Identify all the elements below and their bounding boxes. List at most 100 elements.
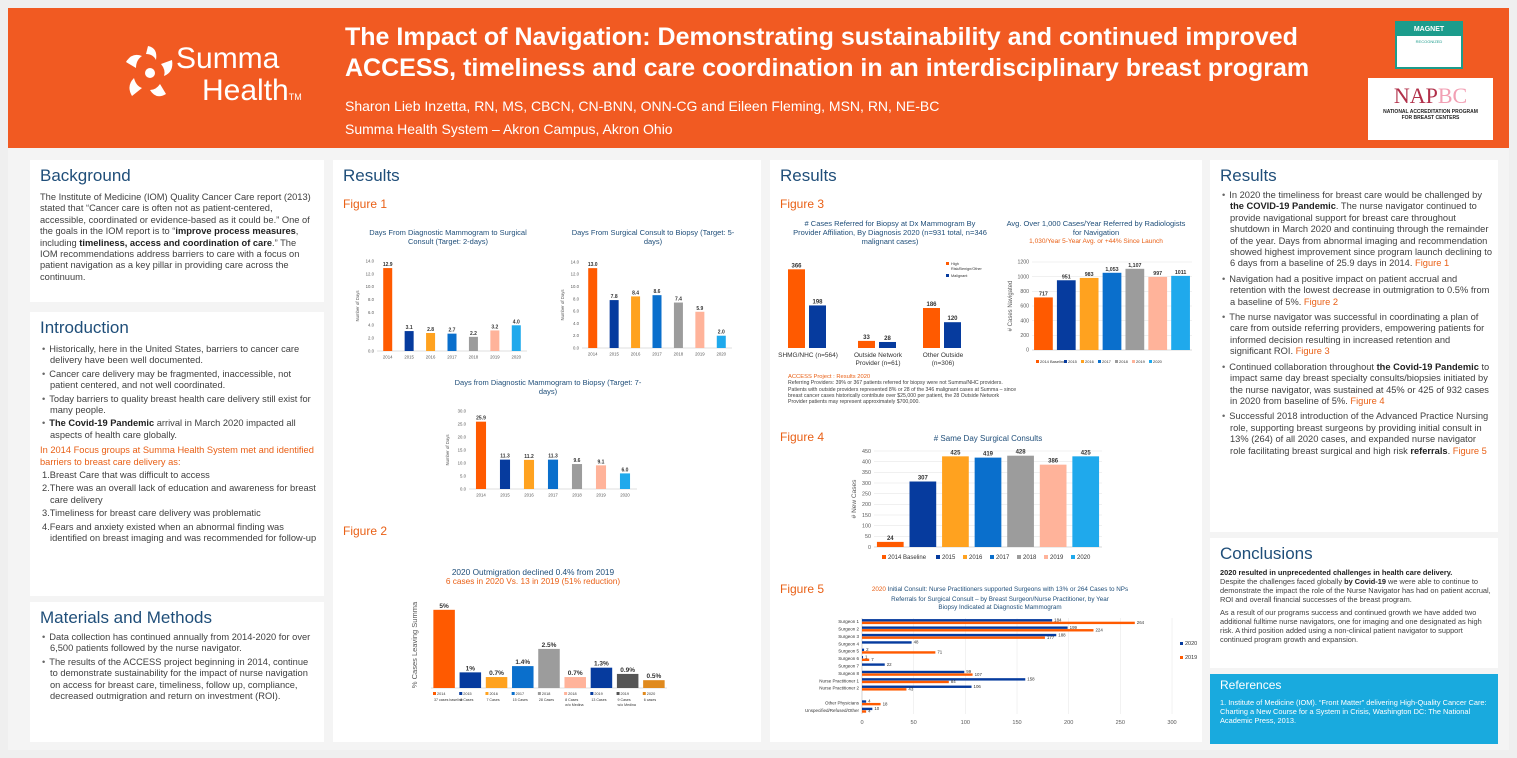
bar: [1148, 276, 1168, 350]
data-label: 7.8: [611, 294, 618, 300]
data-label: 199: [1070, 625, 1078, 630]
legend-label: 2014: [437, 692, 445, 696]
y-tick-label: 0: [1026, 348, 1029, 354]
data-label: 25.9: [476, 416, 486, 422]
x-tick-label: 2019: [490, 354, 500, 359]
bullet-text: Successful 2018 introduction of the Adva…: [1229, 411, 1489, 456]
data-label: 6.0: [622, 467, 629, 473]
data-label: 983: [1085, 272, 1094, 278]
y-tick-label: Surgeon 5: [838, 649, 859, 654]
conclusions-heading: Conclusions: [1220, 544, 1313, 563]
legend-swatch: [1180, 656, 1183, 659]
barrier-item: 3.Timeliness for breast care delivery wa…: [42, 508, 261, 519]
legend-swatch: [590, 692, 594, 695]
conclusions-p2: As a result of our programs success and …: [1220, 608, 1482, 644]
data-label: 24: [887, 536, 894, 542]
y-tick-label: 300: [862, 481, 871, 487]
figure-ref: Figure 1: [1415, 258, 1450, 269]
bar: [1072, 456, 1100, 547]
fig1b-title: Days From Surgical Consult to Biopsy (Ta…: [571, 228, 735, 246]
legend-label: 2018: [568, 692, 576, 696]
y-tick-label: 20.0: [458, 434, 467, 439]
data-label: 107: [975, 672, 983, 677]
y-tick-label: 1200: [1017, 260, 1029, 266]
legend-label: Malignant: [951, 274, 968, 278]
x-tick-label: 2014: [588, 351, 598, 356]
data-label: 4.0: [513, 319, 520, 325]
data-label: 425: [950, 450, 961, 456]
legend-swatch: [1017, 555, 1021, 559]
fig2-title-text: 2020 Outmigration declined 0.4% from 201…: [451, 567, 615, 577]
y-tick-label: Surgeon 2: [838, 627, 859, 632]
data-label: 0.5%: [646, 673, 661, 680]
legend-swatch: [1098, 360, 1101, 363]
y-axis-label: # New Cases: [851, 479, 858, 518]
data-label: 4: [868, 709, 871, 714]
bar: [619, 473, 631, 489]
data-label: 99: [966, 669, 971, 674]
fig1b-chart: 0.0 2.0 4.0 6.0 8.0 10.0 12.0 14.0 Number of Day…: [560, 259, 732, 356]
legend-label: 2019: [621, 692, 629, 696]
y-tick-label: 800: [1020, 289, 1029, 295]
data-label: 33: [863, 335, 870, 341]
data-label: 8.6: [654, 289, 661, 295]
bar: [809, 305, 826, 348]
bar: [942, 456, 969, 547]
logo-wordmark: Summa HealthTM: [176, 43, 302, 113]
reference-1: 1. Institute of Medicine (IOM). “Front M…: [1220, 698, 1487, 725]
data-label: 1,107: [1128, 263, 1141, 269]
bar: [652, 295, 662, 348]
y-tick-label: Surgeon 8: [838, 671, 859, 676]
legend-label: 2019: [1050, 555, 1064, 561]
data-label: 12.9: [383, 262, 393, 268]
fig2-title: 2020 Outmigration declined 0.4% from 201…: [413, 568, 653, 586]
results-panel-1: Results Figure 1 Figure 2 Days From Diag…: [333, 160, 761, 742]
legend-sublabel: 28 Cases: [539, 698, 554, 702]
y-tick-label: 250: [862, 491, 871, 497]
bar: [862, 648, 865, 652]
bar: [862, 680, 949, 684]
legend-swatch: [1036, 360, 1039, 363]
legend-label: 2016: [489, 692, 497, 696]
fig1a-title: Days From Diagnostic Mammogram to Surgic…: [369, 228, 527, 246]
figure-ref: Figure 2: [1303, 296, 1339, 307]
logo-line-2: Health: [202, 74, 289, 107]
napbc-b: BC: [1437, 83, 1468, 108]
x-tick-label: 2020: [717, 351, 727, 356]
y-tick-label: 0: [868, 545, 871, 551]
figure-ref: Figure 3: [1295, 346, 1330, 357]
data-label: 198: [812, 299, 823, 305]
data-label: 1,053: [1105, 267, 1118, 273]
data-label: 7.4: [675, 297, 682, 303]
conclusions-panel: Conclusions 2020 resulted in unprecedent…: [1210, 538, 1498, 668]
x-tick-label: 2018: [572, 492, 582, 497]
access-note: ACCESS Project : Results 2020 Referring …: [788, 374, 1018, 405]
bar: [923, 308, 940, 348]
y-tick-label: 0.0: [460, 486, 467, 491]
data-label: 0.7%: [568, 670, 583, 677]
x-tick-label: 2017: [548, 492, 558, 497]
data-label: 9.1: [598, 459, 605, 465]
data-label: 386: [1048, 459, 1059, 465]
data-label: 10: [874, 706, 879, 711]
figure-ref: Figure 4: [1350, 395, 1385, 406]
legend-label: 2017: [996, 555, 1010, 561]
y-tick-label: 150: [862, 513, 871, 519]
y-axis-label: Number of Days: [445, 434, 450, 465]
x-tick-label: 2018: [674, 351, 684, 356]
legend-swatch: [1071, 555, 1075, 559]
legend-swatch: [537, 692, 541, 695]
bullet-text: to impact same day breast specialty cons…: [1230, 361, 1490, 406]
data-label: 48: [914, 640, 919, 645]
magnet-sub: RECOGNIZED: [1415, 39, 1443, 44]
fig3a-title: # Cases Referred for Biopsy at Dx Mammog…: [793, 219, 987, 246]
y-axis-label: Number of Days: [560, 289, 565, 320]
legend-swatch: [990, 555, 994, 559]
bar: [862, 707, 873, 711]
legend-swatch: [459, 692, 463, 695]
fig1c-title: Days from Diagnostic Mammogram to Biopsy…: [454, 378, 642, 396]
magnet-label: MAGNET: [1397, 23, 1461, 36]
data-label: 3.2: [491, 324, 498, 330]
covid-rest: arrival in March 2020 impacted all aspec…: [50, 418, 296, 440]
